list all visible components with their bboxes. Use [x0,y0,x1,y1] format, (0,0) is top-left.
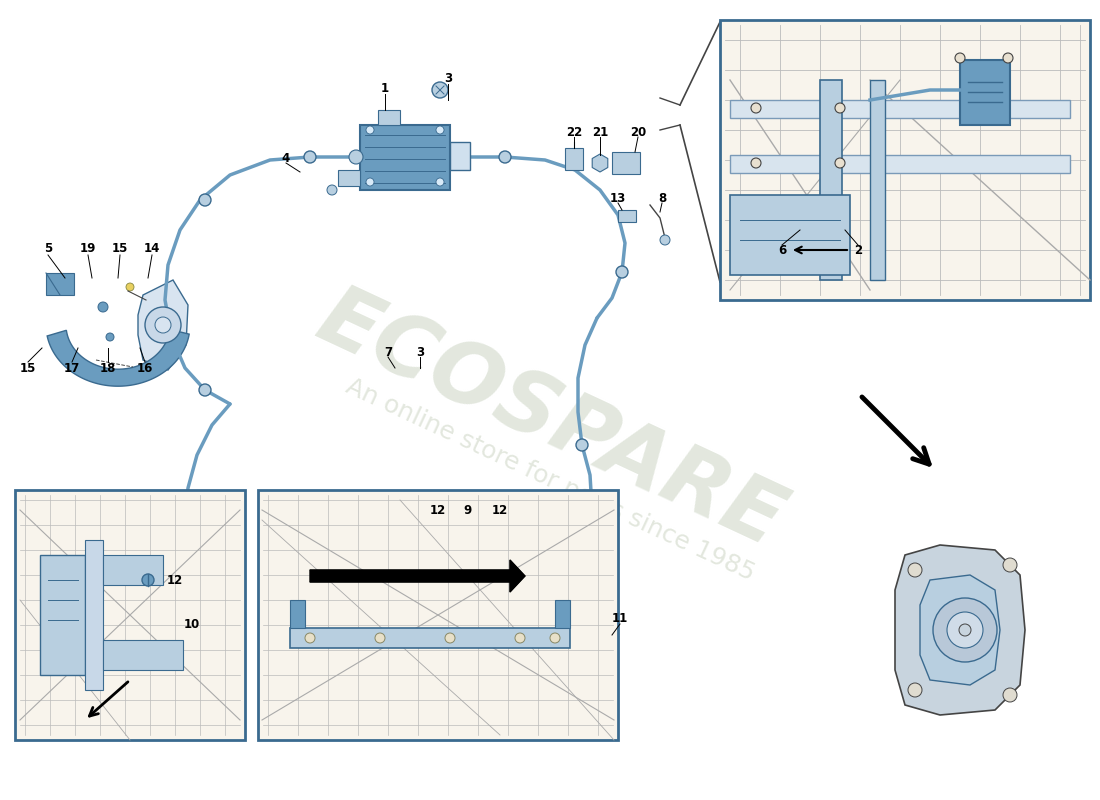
Bar [46,273,74,295]
Circle shape [835,158,845,168]
Circle shape [366,178,374,186]
Text: 5: 5 [44,242,52,254]
Circle shape [327,185,337,195]
Circle shape [908,563,922,577]
Bar [618,210,636,222]
Bar [290,628,570,648]
Polygon shape [592,154,608,172]
Bar [290,600,305,628]
Bar [15,490,245,740]
Circle shape [436,178,444,186]
Bar [258,490,618,740]
Text: 16: 16 [136,362,153,374]
Circle shape [142,574,154,586]
Bar [103,555,163,585]
Circle shape [106,333,114,341]
Text: 15: 15 [112,242,129,254]
Text: 12: 12 [167,574,183,586]
Circle shape [98,302,108,312]
Text: 7: 7 [384,346,392,358]
Circle shape [432,82,448,98]
Circle shape [908,683,922,697]
Text: 1: 1 [381,82,389,94]
Text: 13: 13 [609,191,626,205]
Circle shape [616,266,628,278]
Circle shape [446,633,455,643]
Bar [730,195,850,275]
Bar [730,155,1070,173]
Text: 3: 3 [444,71,452,85]
Circle shape [366,126,374,134]
Polygon shape [920,575,1000,685]
Circle shape [305,633,315,643]
Text: 9: 9 [464,503,472,517]
Text: ECOSPARE: ECOSPARE [304,276,796,564]
Circle shape [959,624,971,636]
Text: 12: 12 [430,503,447,517]
Text: 2: 2 [854,243,862,257]
Circle shape [499,151,512,163]
Polygon shape [895,545,1025,715]
Text: 6: 6 [778,243,786,257]
Text: 11: 11 [612,611,628,625]
Text: 14: 14 [144,242,161,254]
Bar [730,100,1070,118]
Text: 15: 15 [20,362,36,374]
Circle shape [1003,53,1013,63]
Circle shape [751,158,761,168]
Circle shape [1003,688,1018,702]
Bar [378,110,400,125]
Text: 10: 10 [184,618,200,631]
Bar [360,125,450,190]
Text: 21: 21 [592,126,608,138]
Text: 12: 12 [492,503,508,517]
Circle shape [576,439,588,451]
Circle shape [1003,558,1018,572]
Circle shape [199,384,211,396]
Text: 20: 20 [630,126,646,138]
Circle shape [515,633,525,643]
Bar [85,540,103,690]
Polygon shape [310,560,525,592]
Text: 8: 8 [658,191,667,205]
Circle shape [550,633,560,643]
Bar [870,80,886,280]
Circle shape [145,307,182,343]
Text: 19: 19 [80,242,96,254]
Bar [720,20,1090,300]
Text: 18: 18 [100,362,117,374]
Circle shape [304,151,316,163]
Bar [612,152,640,174]
Circle shape [199,194,211,206]
Circle shape [751,103,761,113]
Text: 22: 22 [565,126,582,138]
Text: 17: 17 [64,362,80,374]
Polygon shape [138,280,188,370]
Circle shape [436,126,444,134]
Bar [103,640,183,670]
Text: 4: 4 [282,151,290,165]
Circle shape [955,53,965,63]
Circle shape [947,612,983,648]
Bar [556,600,570,628]
Bar [960,60,1010,125]
Circle shape [933,598,997,662]
Circle shape [126,283,134,291]
Circle shape [660,235,670,245]
Polygon shape [47,330,189,386]
Bar [450,142,470,170]
Circle shape [835,103,845,113]
Circle shape [155,317,170,333]
Circle shape [349,150,363,164]
Text: An online store for parts since 1985: An online store for parts since 1985 [342,374,758,586]
Text: 3: 3 [416,346,425,358]
Circle shape [544,601,556,611]
Circle shape [375,633,385,643]
Bar [565,148,583,170]
Bar [338,170,360,186]
Bar [40,555,85,675]
Bar [820,80,842,280]
